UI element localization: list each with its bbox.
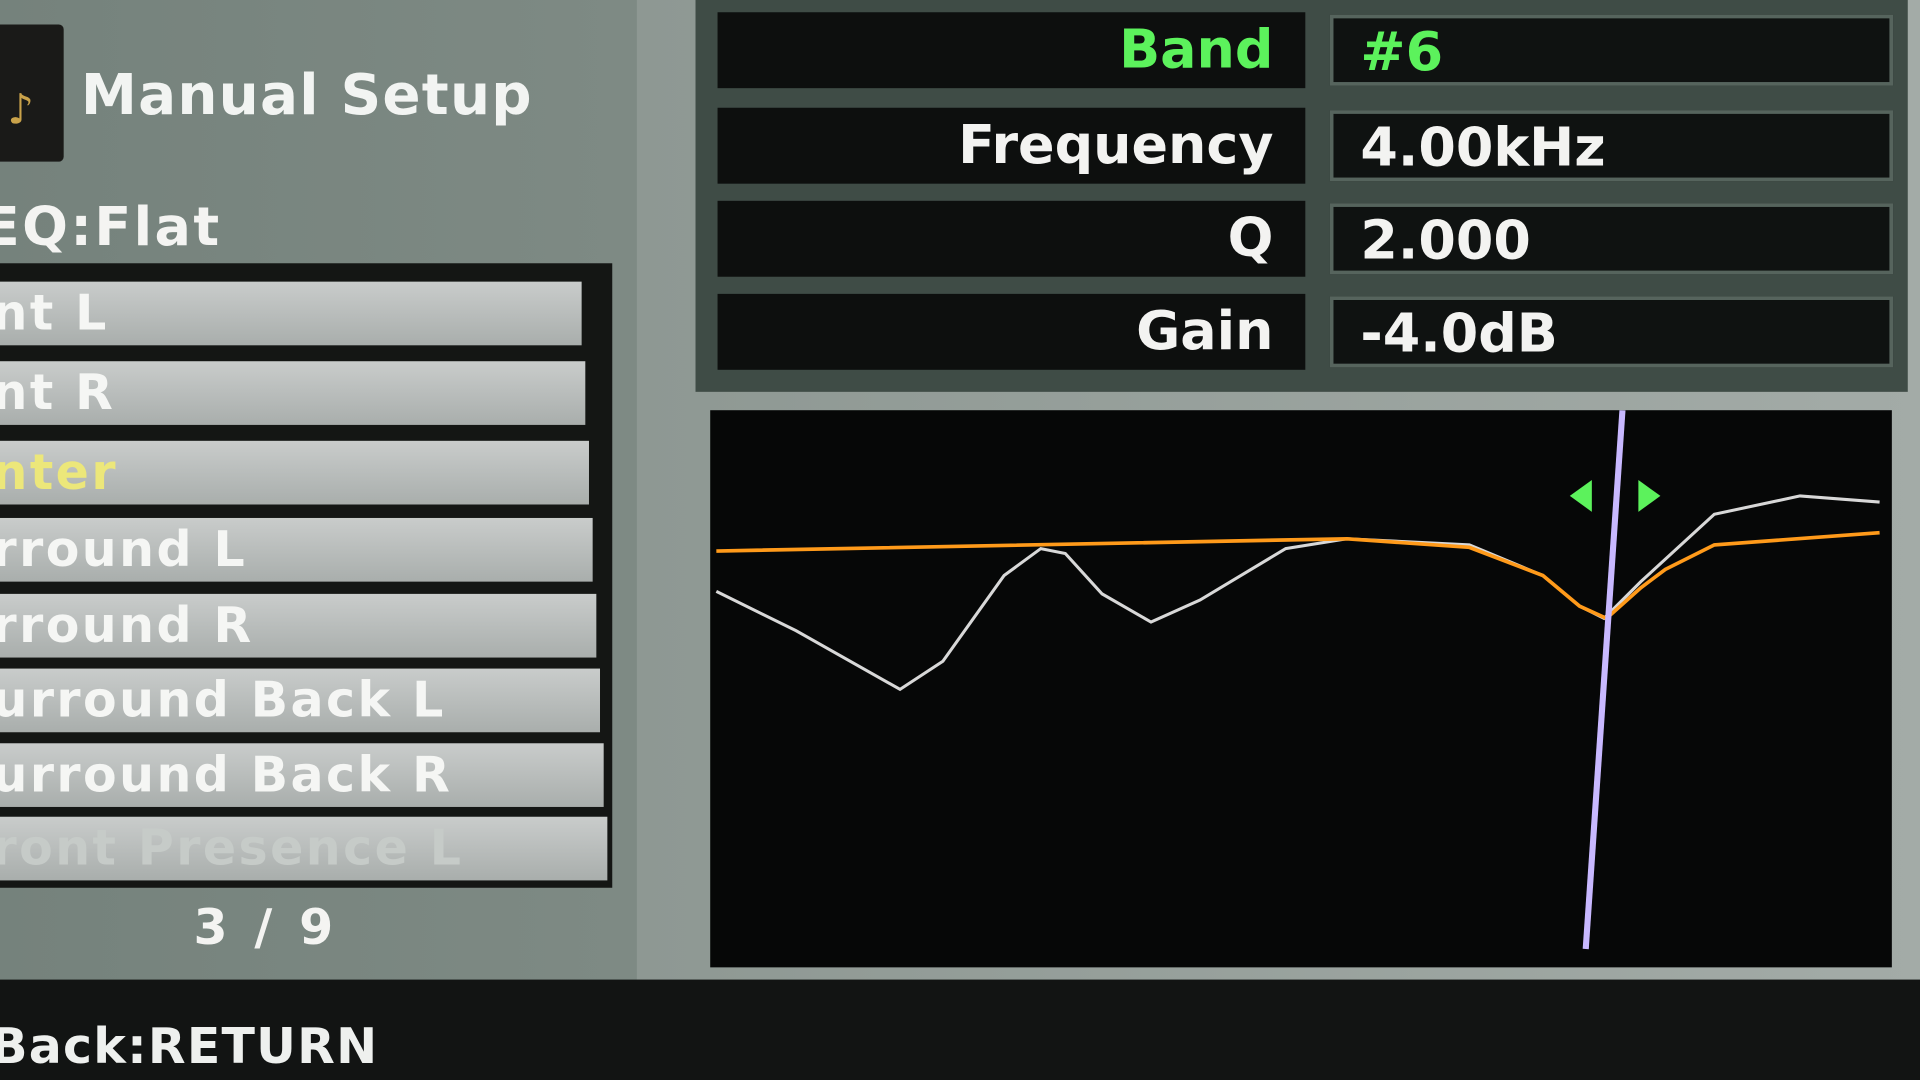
channel-item[interactable]: ront Presence L	[0, 816, 608, 881]
param-row-q[interactable]: Q 2.000	[696, 193, 1908, 277]
arrow-left-icon	[1569, 480, 1592, 512]
param-row-gain[interactable]: Gain -4.0dB	[696, 287, 1908, 370]
param-row-frequency[interactable]: Frequency 4.00kHz	[696, 100, 1908, 184]
channel-item[interactable]: urround Back R	[0, 743, 604, 807]
total-curve	[716, 530, 1880, 621]
channel-list: nt L nt R nter rround L rround R urround…	[0, 263, 613, 888]
back-hint: Back:RETURN	[0, 1018, 379, 1076]
page-title: Manual Setup	[80, 61, 533, 128]
arrow-right-icon	[1638, 480, 1661, 512]
param-value[interactable]: 2.000	[1329, 203, 1894, 275]
param-value[interactable]: 4.00kHz	[1329, 110, 1894, 182]
param-value[interactable]: -4.0dB	[1329, 296, 1894, 368]
speaker-glasses-icon: ♪	[0, 24, 64, 162]
eq-preset[interactable]: EQ:Flat	[0, 195, 222, 259]
footer-bar: Back:RETURN	[0, 979, 1920, 1080]
param-value[interactable]: #6	[1329, 14, 1894, 86]
param-label: Q	[717, 200, 1306, 277]
frequency-cursor	[1582, 409, 1626, 950]
page-indicator: 3 / 9	[193, 900, 334, 957]
channel-item[interactable]: nt R	[0, 361, 586, 425]
channel-item-selected[interactable]: nter	[0, 440, 589, 505]
param-label: Frequency	[717, 107, 1306, 184]
param-row-band[interactable]: Band #6	[696, 5, 1908, 89]
band-curve	[715, 494, 1880, 692]
eq-graph	[710, 409, 1892, 968]
param-label: Gain	[717, 293, 1306, 370]
channel-item[interactable]: urround Back L	[0, 668, 601, 733]
param-label: Band	[717, 12, 1306, 89]
band-parameters: Band #6 Frequency 4.00kHz Q 2.000 Gain -…	[695, 0, 1908, 392]
channel-item[interactable]: rround L	[0, 517, 593, 582]
channel-item[interactable]: rround R	[0, 593, 597, 658]
channel-item[interactable]: nt L	[0, 281, 582, 346]
